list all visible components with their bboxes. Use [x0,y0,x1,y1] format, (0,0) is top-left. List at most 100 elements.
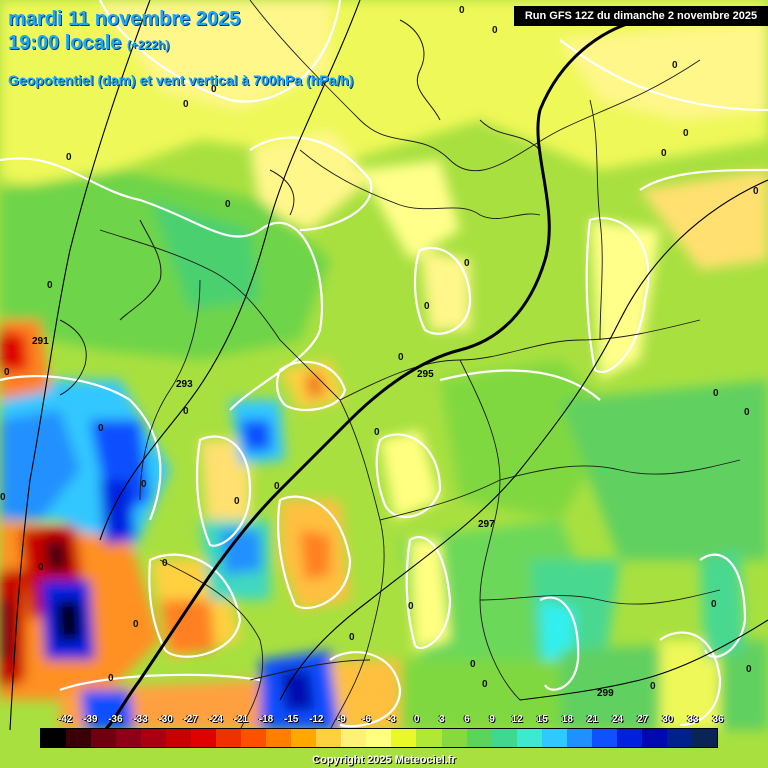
scale-swatch [141,729,167,747]
forecast-time-label: 19:00 locale [8,32,122,54]
scale-tick-label: -18 [258,714,274,725]
scale-tick-label: 21 [586,714,598,725]
zero-label: 0 [108,673,114,684]
zero-labels: 0 0 0 0 0 0 0 0 0 0 0 0 0 0 0 0 0 0 0 0 … [0,5,759,766]
scale-tick-label: 9 [489,714,495,725]
zero-label: 0 [211,84,217,95]
zero-label: 0 [459,5,465,16]
scale-swatch [541,729,567,747]
scale-swatch [366,729,392,747]
scale-tick-label: -21 [233,714,249,725]
zero-label: 0 [746,664,752,675]
scale-swatch [516,729,542,747]
scale-swatch [216,729,242,747]
scale-tick-label: 3 [438,714,445,725]
zero-label: 0 [66,152,72,163]
vertical-velocity-field [0,0,768,730]
geopotential-label-291: 291 [32,336,49,347]
scale-swatch [616,729,642,747]
scale-swatch [466,729,492,747]
zero-label: 0 [398,352,404,363]
zero-label: 0 [464,258,470,269]
zero-label: 0 [711,599,717,610]
zero-label: 0 [4,367,10,378]
geopotential-labels: 291 293 295 297 299 [32,336,614,699]
scale-tick-label: 33 [687,714,699,725]
scale-swatch [316,729,342,747]
scale-swatch [666,729,692,747]
scale-tick-label: -3 [387,714,396,725]
zero-label: 0 [374,427,380,438]
scale-swatch [441,729,467,747]
parameter-title: Geopotentiel (dam) et vent vertical à 70… [8,72,354,88]
zero-label: 0 [234,496,240,507]
scale-tick-label: 30 [662,714,674,725]
scale-swatch [66,729,92,747]
scale-swatch [691,729,717,747]
scale-tick-label: 18 [561,714,573,725]
geopotential-label-297: 297 [478,519,495,530]
scale-swatch [41,729,67,747]
zero-label: 0 [141,479,147,490]
color-scale: -42 -39 -36 -33 -30 -27 -24 -21 -18 -15 -12 -9 -6 -3 0… [40,714,724,748]
zero-label: 0 [424,301,430,312]
geopotential-label-293: 293 [176,379,193,390]
scale-tick-label: 24 [611,714,624,725]
forecast-date: mardi 11 novembre 2025 [8,8,241,30]
scale-labels: -42 -39 -36 -33 -30 -27 -24 -21 -18 -15 -12 -9 -6 -3 0… [40,714,724,728]
scale-tick-label: -30 [158,714,173,725]
scale-swatch [291,729,317,747]
scale-tick-label: 15 [536,714,548,725]
scale-tick-label: 6 [464,714,470,725]
scale-tick-label: 36 [712,714,724,725]
geopotential-label-299: 299 [597,688,614,699]
zero-label: 0 [162,558,168,569]
scale-swatch [566,729,592,747]
scale-tick-label: 0 [413,714,420,725]
zero-label: 0 [314,755,320,766]
zero-label: 0 [183,99,189,110]
scale-tick-label: 27 [637,714,649,725]
scale-swatch [166,729,192,747]
zero-label: 0 [183,406,189,417]
scale-swatch [241,729,267,747]
zero-label: 0 [274,481,280,492]
zero-contours [0,0,768,728]
zero-label: 0 [492,25,498,36]
zero-label: 0 [470,659,476,670]
scale-tick-label: -24 [208,714,223,725]
scale-swatch [641,729,667,747]
scale-tick-label: 12 [511,714,523,725]
country-borders [99,0,741,731]
zero-label: 0 [753,186,759,197]
zero-label: 0 [408,601,414,612]
zero-label: 0 [744,407,750,418]
zero-label: 0 [225,199,231,210]
scale-tick-label: -15 [283,714,299,725]
zero-label: 0 [47,280,53,291]
geopotential-label-295: 295 [417,369,434,380]
scale-tick-label: -36 [108,714,123,725]
scale-swatch [341,729,367,747]
scale-bar [40,728,718,748]
zero-label: 0 [672,60,678,71]
zero-label: 0 [713,388,719,399]
scale-tick-label: -6 [361,714,371,725]
scale-tick-label: -33 [133,714,148,725]
zero-label: 0 [38,562,44,573]
scale-swatch [416,729,442,747]
zero-label: 0 [0,492,6,503]
lead-time: (+222h) [126,38,170,52]
scale-swatch [91,729,117,747]
scale-tick-label: -12 [308,714,324,725]
scale-tick-label: -39 [82,714,98,725]
scale-swatch [391,729,417,747]
zero-label: 0 [98,423,104,434]
zero-label: 0 [482,679,488,690]
isoline-295 [103,18,641,732]
forecast-time: 19:00 locale (+222h) [8,32,169,55]
scale-tick-label: -9 [336,714,346,725]
zero-label: 0 [683,128,689,139]
